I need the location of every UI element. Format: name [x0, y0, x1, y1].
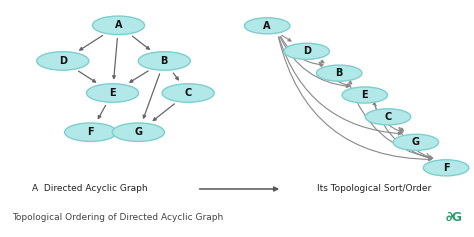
Ellipse shape — [317, 65, 362, 81]
Ellipse shape — [245, 18, 290, 34]
Text: Its Topological Sort/Order: Its Topological Sort/Order — [317, 184, 432, 193]
Ellipse shape — [162, 84, 214, 102]
Text: D: D — [303, 46, 310, 56]
Text: A: A — [264, 21, 271, 31]
Text: C: C — [384, 112, 392, 122]
Text: G: G — [135, 127, 142, 137]
Ellipse shape — [342, 87, 388, 103]
Text: E: E — [109, 88, 116, 98]
Ellipse shape — [112, 123, 164, 141]
Ellipse shape — [64, 123, 117, 141]
Text: ∂G: ∂G — [445, 211, 462, 224]
Ellipse shape — [92, 16, 145, 35]
Text: G: G — [412, 137, 420, 147]
Ellipse shape — [365, 109, 410, 125]
Text: E: E — [362, 90, 368, 100]
Text: Topological Ordering of Directed Acyclic Graph: Topological Ordering of Directed Acyclic… — [12, 213, 223, 222]
Ellipse shape — [284, 43, 329, 59]
Text: A: A — [115, 20, 122, 30]
Ellipse shape — [423, 160, 469, 176]
Text: F: F — [87, 127, 94, 137]
Ellipse shape — [86, 84, 138, 102]
Text: B: B — [161, 56, 168, 66]
Text: A  Directed Acyclic Graph: A Directed Acyclic Graph — [32, 184, 148, 193]
Ellipse shape — [393, 134, 438, 150]
Text: D: D — [59, 56, 67, 66]
Text: C: C — [184, 88, 192, 98]
Text: F: F — [443, 163, 449, 173]
Text: B: B — [336, 68, 343, 78]
Ellipse shape — [36, 52, 89, 70]
Ellipse shape — [138, 52, 191, 70]
